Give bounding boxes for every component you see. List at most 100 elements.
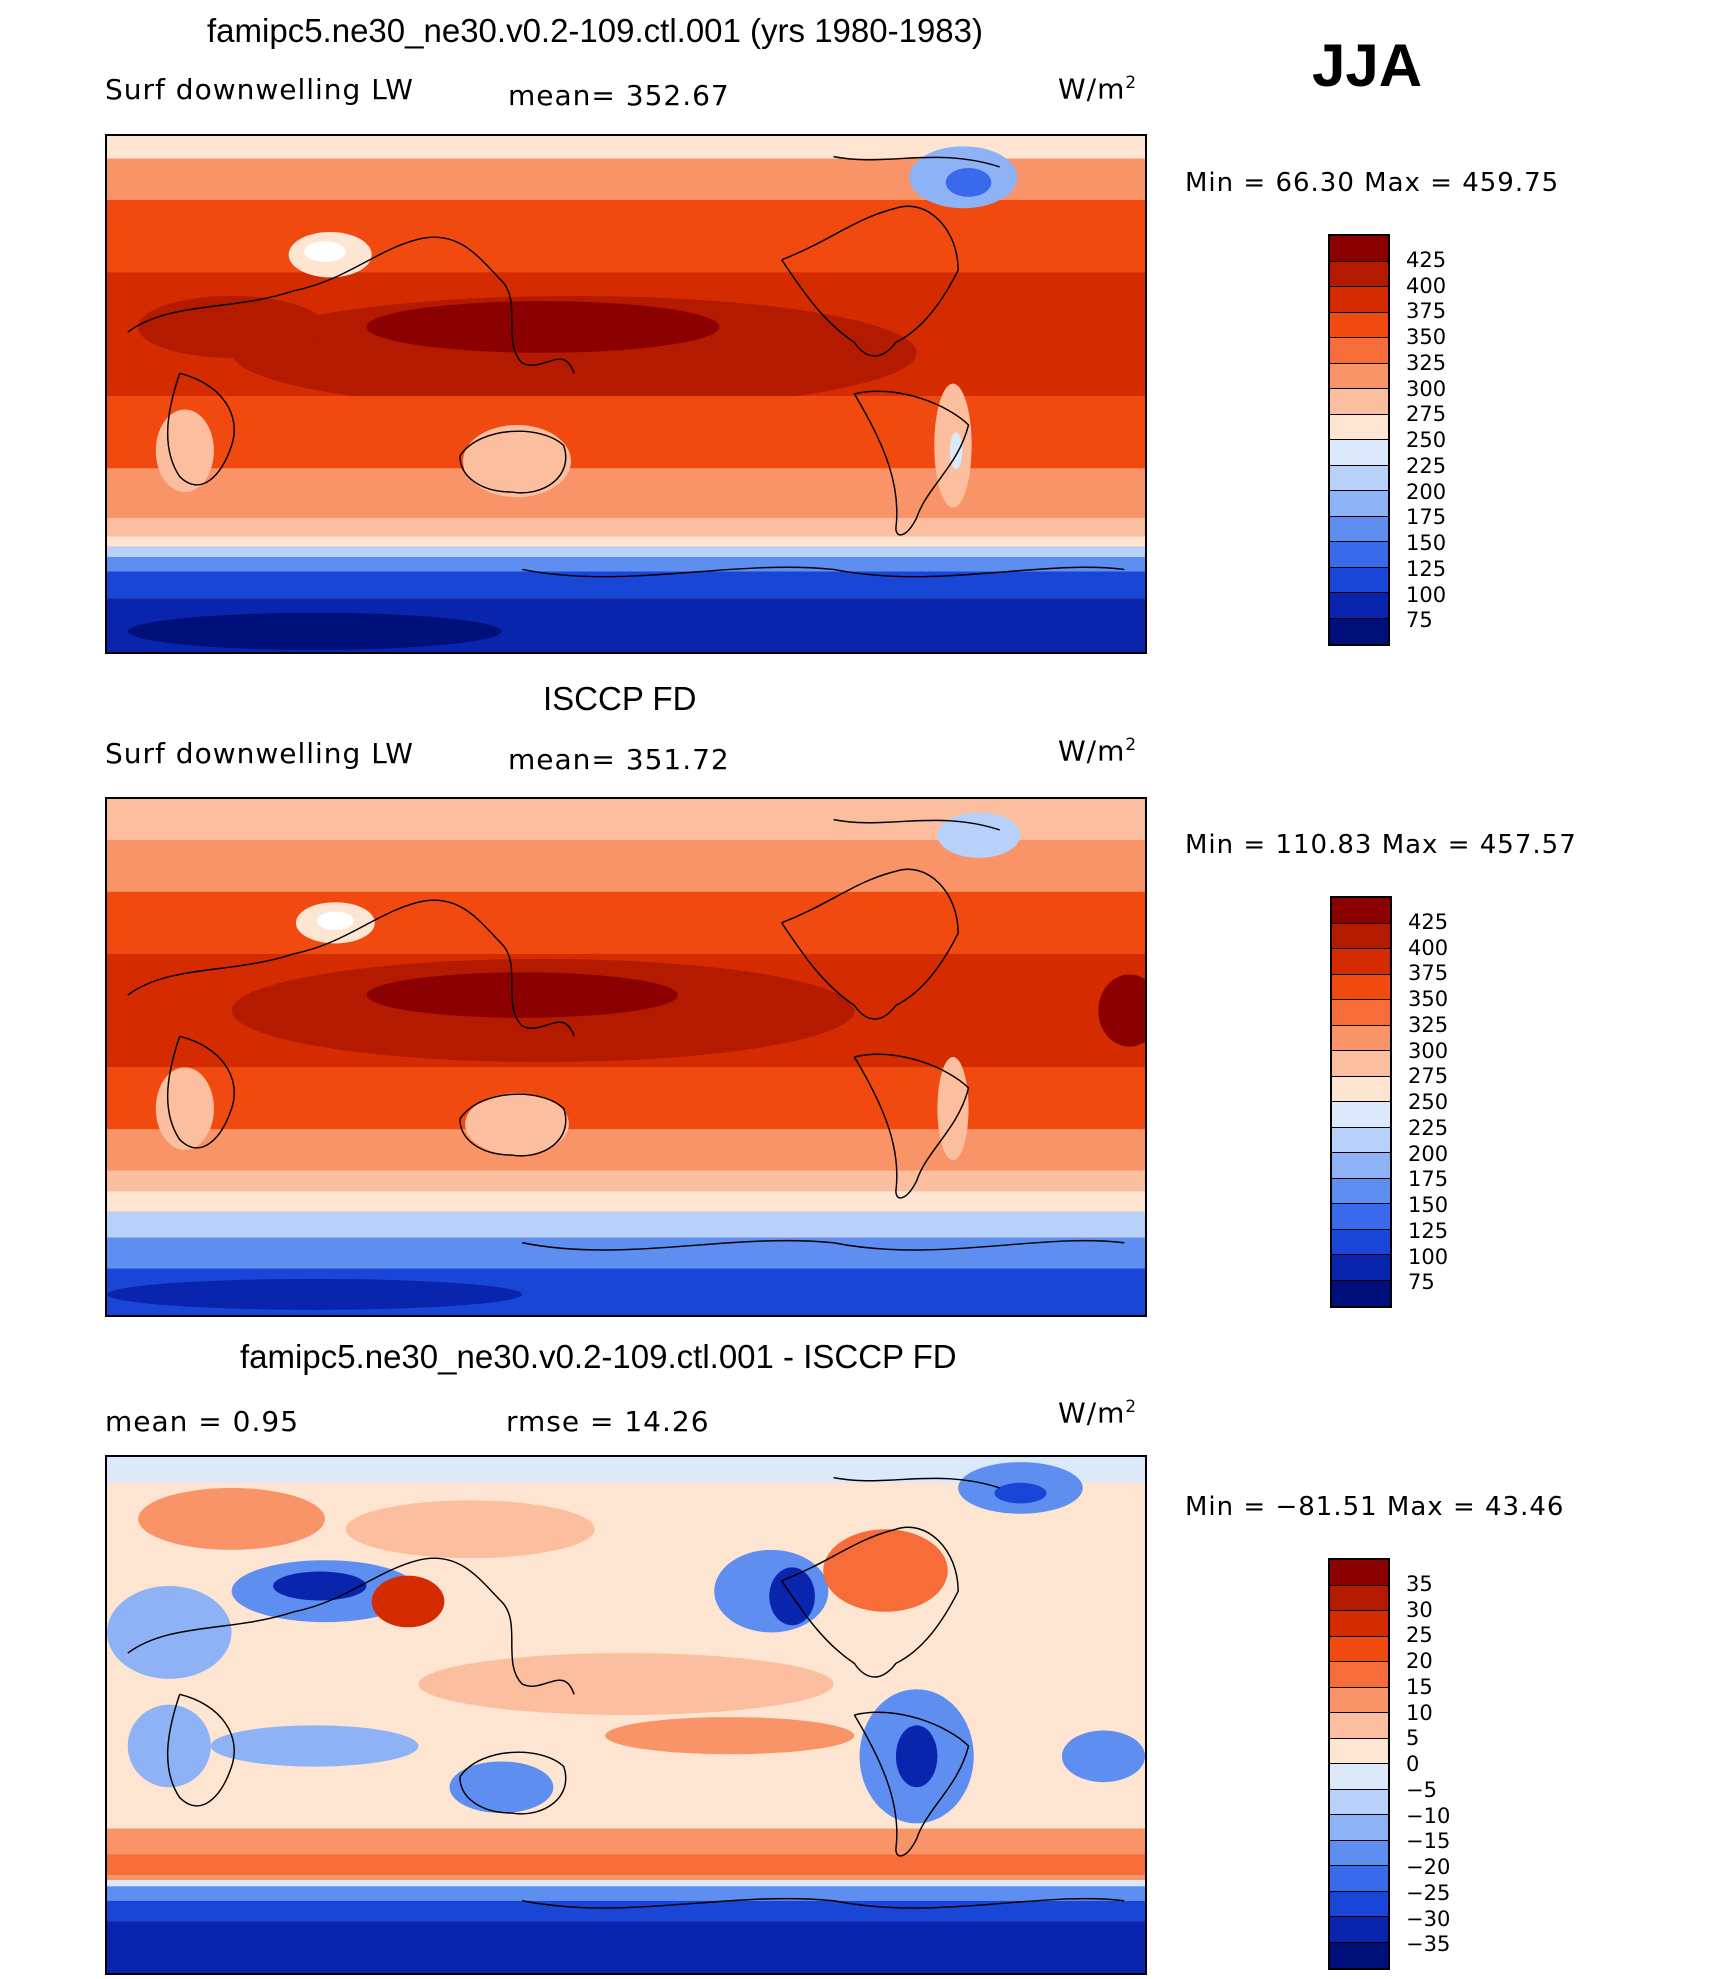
colorbar-band bbox=[1330, 1891, 1388, 1917]
colorbar-tick-label: 200 bbox=[1406, 479, 1447, 504]
colorbar-tick-label: 425 bbox=[1406, 247, 1447, 272]
colorbar-tick-label: 150 bbox=[1406, 531, 1447, 555]
colorbar-band bbox=[1332, 1102, 1390, 1128]
panel-1-map bbox=[105, 134, 1147, 654]
colorbar-tick-label: 225 bbox=[1408, 1115, 1449, 1140]
colorbar-band bbox=[1332, 1153, 1390, 1179]
colorbar-tick-label: −35 bbox=[1406, 1932, 1451, 1957]
colorbar-band bbox=[1330, 440, 1388, 466]
colorbar-band bbox=[1330, 1560, 1388, 1586]
panel-1-variable-label: Surf downwelling LW bbox=[105, 73, 414, 106]
colorbar-band bbox=[1330, 1815, 1388, 1841]
colorbar-band bbox=[1330, 1713, 1388, 1739]
colorbar-tick-label: 25 bbox=[1406, 1623, 1433, 1648]
colorbar-band bbox=[1330, 312, 1388, 338]
colorbar-tick-label: 350 bbox=[1406, 325, 1447, 349]
panel-1-colorbar-labels: 425 400 375 350 325 300 275 250 225 200 175 150 125 1… bbox=[1406, 234, 1466, 646]
colorbar-band bbox=[1330, 287, 1388, 313]
colorbar-band bbox=[1332, 1229, 1390, 1255]
colorbar-tick-label: 75 bbox=[1406, 608, 1433, 633]
colorbar-tick-label: 350 bbox=[1408, 987, 1449, 1011]
colorbar-tick-label: 225 bbox=[1406, 453, 1447, 478]
colorbar-tick-label: 425 bbox=[1408, 909, 1449, 934]
colorbar-tick-label: 100 bbox=[1406, 582, 1447, 607]
colorbar-tick-label: 175 bbox=[1408, 1167, 1449, 1192]
colorbar-band bbox=[1330, 1636, 1388, 1662]
season-label: JJA bbox=[1312, 32, 1423, 99]
panel-3-field bbox=[107, 1457, 1145, 1973]
colorbar-tick-label: 10 bbox=[1406, 1700, 1433, 1725]
colorbar-tick-label: 275 bbox=[1406, 402, 1447, 427]
colorbar-band bbox=[1332, 1255, 1390, 1281]
colorbar-tick-label: 275 bbox=[1408, 1064, 1449, 1089]
colorbar-band bbox=[1330, 1840, 1388, 1866]
colorbar-tick-label: −20 bbox=[1406, 1855, 1451, 1879]
colorbar-tick-label: 300 bbox=[1406, 376, 1447, 401]
colorbar-tick-label: 35 bbox=[1406, 1571, 1433, 1596]
panel-3-units: W/m2 bbox=[1058, 1396, 1138, 1430]
colorbar-tick-label: −30 bbox=[1406, 1906, 1451, 1931]
colorbar-band bbox=[1332, 1025, 1390, 1051]
colorbar-band bbox=[1330, 1585, 1388, 1611]
colorbar-band bbox=[1332, 974, 1390, 1000]
colorbar-band bbox=[1332, 923, 1390, 949]
colorbar-tick-label: 125 bbox=[1408, 1218, 1449, 1243]
colorbar-tick-label: 20 bbox=[1406, 1649, 1433, 1673]
colorbar-band bbox=[1332, 1051, 1390, 1077]
colorbar-band bbox=[1330, 593, 1388, 619]
colorbar-band bbox=[1330, 1942, 1388, 1968]
colorbar-band bbox=[1332, 1178, 1390, 1204]
panel-2-title: ISCCP FD bbox=[543, 680, 697, 717]
colorbar-tick-label: 300 bbox=[1408, 1038, 1449, 1063]
colorbar-band bbox=[1330, 1789, 1388, 1815]
colorbar-tick-label: 325 bbox=[1406, 350, 1447, 375]
colorbar-band bbox=[1330, 389, 1388, 415]
panel-2-colorbar bbox=[1330, 896, 1392, 1308]
colorbar-tick-label: 175 bbox=[1406, 505, 1447, 530]
colorbar-tick-label: 250 bbox=[1406, 428, 1447, 452]
colorbar-tick-label: 0 bbox=[1406, 1752, 1420, 1776]
panel-2-variable-label: Surf downwelling LW bbox=[105, 737, 414, 770]
colorbar-band bbox=[1330, 414, 1388, 440]
colorbar-tick-label: −10 bbox=[1406, 1803, 1451, 1828]
panel-3-map bbox=[105, 1455, 1147, 1975]
colorbar-band bbox=[1330, 465, 1388, 491]
panel-3-colorbar-labels: 35 30 25 20 15 10 5 0 −5 −10 −15 −20 −25 −30 −35 bbox=[1406, 1558, 1466, 1970]
colorbar-band bbox=[1332, 1127, 1390, 1153]
colorbar-band bbox=[1332, 1000, 1390, 1026]
colorbar-tick-label: 125 bbox=[1406, 556, 1447, 581]
panel-3-colorbar bbox=[1328, 1558, 1390, 1970]
colorbar-band bbox=[1330, 1662, 1388, 1688]
colorbar-band bbox=[1330, 491, 1388, 517]
colorbar-band bbox=[1330, 1611, 1388, 1637]
panel-2-units: W/m2 bbox=[1058, 734, 1138, 768]
colorbar-band bbox=[1330, 542, 1388, 568]
colorbar-tick-label: 30 bbox=[1406, 1597, 1433, 1622]
colorbar-band bbox=[1330, 261, 1388, 287]
panel-3-rmse: rmse = 14.26 bbox=[506, 1405, 710, 1438]
colorbar-tick-label: 250 bbox=[1408, 1090, 1449, 1114]
colorbar-tick-label: 75 bbox=[1408, 1270, 1435, 1295]
colorbar-tick-label: 5 bbox=[1406, 1726, 1420, 1751]
colorbar-tick-label: −5 bbox=[1406, 1777, 1437, 1802]
colorbar-band bbox=[1332, 1204, 1390, 1230]
colorbar-tick-label: −15 bbox=[1406, 1829, 1451, 1854]
colorbar-band bbox=[1330, 618, 1388, 644]
panel-3-title: famipc5.ne30_ne30.v0.2-109.ctl.001 - ISC… bbox=[240, 1338, 957, 1375]
colorbar-band bbox=[1330, 363, 1388, 389]
colorbar-tick-label: 400 bbox=[1406, 273, 1447, 298]
colorbar-band bbox=[1330, 516, 1388, 542]
panel-1-title: famipc5.ne30_ne30.v0.2-109.ctl.001 (yrs … bbox=[207, 12, 983, 49]
colorbar-tick-label: 200 bbox=[1408, 1141, 1449, 1166]
colorbar-band bbox=[1330, 1738, 1388, 1764]
colorbar-tick-label: 150 bbox=[1408, 1193, 1449, 1217]
colorbar-band bbox=[1330, 236, 1388, 262]
colorbar-band bbox=[1332, 1280, 1390, 1306]
panel-2-map bbox=[105, 797, 1147, 1317]
panel-1-units: W/m2 bbox=[1058, 72, 1138, 106]
panel-2-field bbox=[107, 799, 1145, 1315]
panel-2-colorbar-labels: 425 400 375 350 325 300 275 250 225 200 175 150 125 1… bbox=[1408, 896, 1468, 1308]
colorbar-band bbox=[1330, 1917, 1388, 1943]
panel-1-colorbar bbox=[1328, 234, 1390, 646]
colorbar-band bbox=[1332, 1076, 1390, 1102]
